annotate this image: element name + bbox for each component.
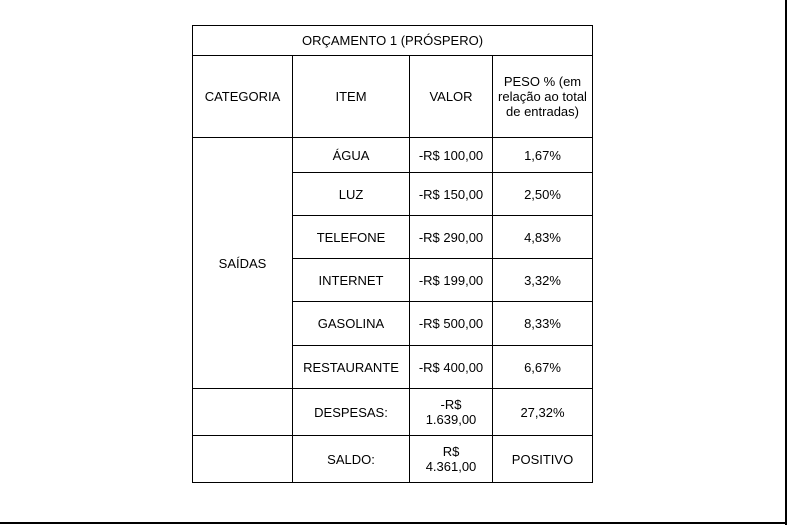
saldo-label: SALDO:: [292, 435, 410, 483]
saldo-valor: R$ 4.361,00: [409, 435, 493, 483]
header-item: ITEM: [292, 55, 410, 138]
item-cell: TELEFONE: [292, 215, 410, 259]
valor-cell: -R$ 500,00: [409, 301, 493, 346]
header-peso: PESO % (em relação ao total de entradas): [492, 55, 593, 138]
despesas-peso: 27,32%: [492, 388, 593, 436]
saldo-status: POSITIVO: [492, 435, 593, 483]
peso-cell: 3,32%: [492, 258, 593, 302]
despesas-valor-line1: -R$: [440, 397, 462, 412]
valor-cell: -R$ 199,00: [409, 258, 493, 302]
category-cell: SAÍDAS: [192, 137, 293, 389]
peso-cell: 6,67%: [492, 345, 593, 389]
despesas-valor-line2: 1.639,00: [425, 412, 477, 427]
table-row: INTERNET -R$ 199,00 3,32%: [193, 258, 593, 302]
despesas-valor: -R$ 1.639,00: [409, 388, 493, 436]
despesas-label: DESPESAS:: [292, 388, 410, 436]
peso-cell: 1,67%: [492, 137, 593, 173]
page-border-right: [785, 0, 787, 525]
table-row: SAÍDAS ÁGUA -R$ 100,00 1,67%: [192, 137, 593, 389]
item-cell: LUZ: [292, 172, 410, 216]
budget-table: ORÇAMENTO 1 (PRÓSPERO) CATEGORIA ITEM VA…: [192, 25, 593, 483]
saldo-valor-line2: 4.361,00: [425, 459, 477, 474]
item-cell: INTERNET: [292, 258, 410, 302]
table-row: GASOLINA -R$ 500,00 8,33%: [193, 301, 593, 346]
page-border-bottom: [0, 522, 787, 524]
saldo-valor-line1: R$: [442, 444, 460, 459]
valor-cell: -R$ 100,00: [409, 137, 493, 173]
item-cell: ÁGUA: [292, 137, 410, 173]
item-cell: RESTAURANTE: [292, 345, 410, 389]
empty-cell: [192, 435, 293, 483]
header-valor: VALOR: [409, 55, 493, 138]
peso-cell: 2,50%: [492, 172, 593, 216]
valor-cell: -R$ 400,00: [409, 345, 493, 389]
table-title: ORÇAMENTO 1 (PRÓSPERO): [192, 25, 593, 56]
table-row: LUZ -R$ 150,00 2,50%: [193, 172, 593, 216]
title-row: ORÇAMENTO 1 (PRÓSPERO): [192, 25, 593, 56]
peso-cell: 4,83%: [492, 215, 593, 259]
item-cell: GASOLINA: [292, 301, 410, 346]
table-row: RESTAURANTE -R$ 400,00 6,67%: [193, 345, 593, 389]
peso-cell: 8,33%: [492, 301, 593, 346]
table-row: TELEFONE -R$ 290,00 4,83%: [193, 215, 593, 259]
empty-cell: [192, 388, 293, 436]
saldo-row: SALDO: R$ 4.361,00 POSITIVO: [192, 435, 593, 483]
despesas-row: DESPESAS: -R$ 1.639,00 27,32%: [192, 388, 593, 436]
valor-cell: -R$ 150,00: [409, 172, 493, 216]
header-categoria: CATEGORIA: [192, 55, 293, 138]
valor-cell: -R$ 290,00: [409, 215, 493, 259]
header-row: CATEGORIA ITEM VALOR PESO % (em relação …: [192, 55, 593, 138]
